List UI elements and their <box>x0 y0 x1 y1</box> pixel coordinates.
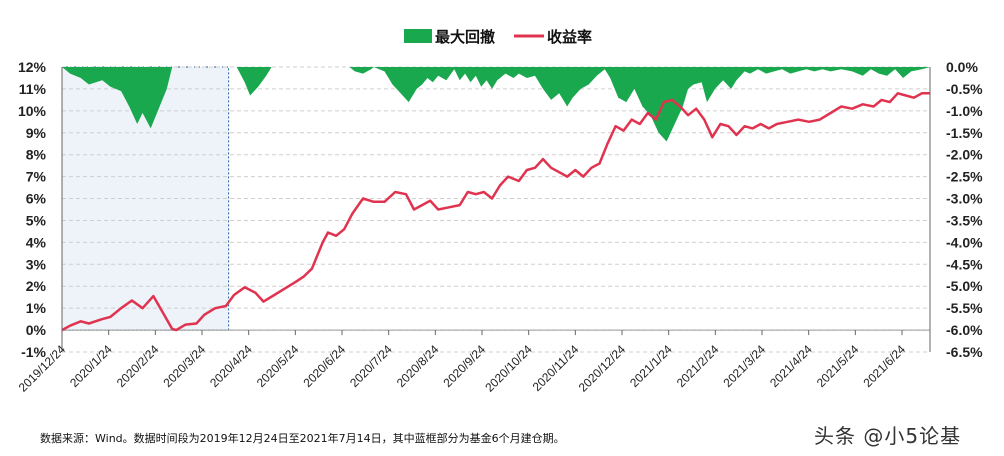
x-tick-label: 2021/6/24 <box>860 342 908 390</box>
x-tick-label: 2021/5/24 <box>814 342 862 390</box>
y-left-tick-label: 1% <box>26 300 47 316</box>
legend: 最大回撤 收益率 <box>404 28 592 46</box>
y-left-tick-label: 9% <box>26 125 47 141</box>
x-tick-label: 2020/11/24 <box>530 342 582 394</box>
legend-swatch-drawdown <box>404 29 432 43</box>
legend-label-return: 收益率 <box>547 28 592 46</box>
drawdown-area-layer <box>62 67 930 142</box>
x-tick-label: 2021/4/24 <box>767 342 815 390</box>
y-right-tick-label: -3.5% <box>946 212 983 228</box>
y-right-tick-label: -3.0% <box>946 191 983 207</box>
x-tick-label: 2020/12/24 <box>576 342 629 395</box>
x-tick-label: 2021/1/24 <box>627 342 675 390</box>
x-tick-label: 2020/6/24 <box>300 342 348 390</box>
footnote: 数据来源：Wind。数据时间段为2019年12月24日至2021年7月14日，其… <box>40 432 565 445</box>
return-line-layer <box>61 92 930 332</box>
x-tick-label: 2020/8/24 <box>394 342 442 390</box>
y-right-tick-label: -4.0% <box>946 234 983 250</box>
x-tick-label: 2020/5/24 <box>254 342 302 390</box>
y-right-tick-label: -0.5% <box>946 81 983 97</box>
legend-label-drawdown: 最大回撤 <box>435 28 495 46</box>
y-right-tick-label: -6.0% <box>946 322 983 338</box>
y-left-tick-label: 6% <box>26 191 47 207</box>
drawdown-area <box>62 67 930 142</box>
y-left-tick-label: 0% <box>26 322 47 338</box>
x-tick-label: 2020/2/24 <box>114 342 162 390</box>
x-tick-label: 2020/10/24 <box>482 342 535 395</box>
x-tick-label: 2021/2/24 <box>674 342 722 390</box>
x-tick-label: 2020/9/24 <box>440 342 488 390</box>
watermark: 头条 @小5论基 <box>814 424 962 448</box>
y-left-tick-label: 4% <box>26 234 47 250</box>
y-right-tick-label: -1.0% <box>946 103 983 119</box>
x-tick-label: 2021/3/24 <box>720 342 768 390</box>
y-right-tick-label: -2.0% <box>946 147 983 163</box>
y-right-tick-label: -4.5% <box>946 256 983 272</box>
y-left-tick-label: 11% <box>19 81 47 97</box>
y-left-tick-label: 3% <box>26 256 47 272</box>
y-left-tick-label: 2% <box>26 278 47 294</box>
y-left-tick-label: 8% <box>26 147 47 163</box>
y-left-tick-label: 5% <box>26 212 47 228</box>
x-tick-label: 2020/4/24 <box>207 342 255 390</box>
y-left-tick-label: -1% <box>21 344 46 360</box>
x-tick-label: 2020/7/24 <box>347 342 395 390</box>
y-right-tick-label: -2.5% <box>946 169 983 185</box>
y-left-tick-label: 12% <box>18 59 47 75</box>
return-line <box>61 92 930 332</box>
y-right-tick-label: -6.5% <box>946 344 983 360</box>
y-right-tick-label: -5.5% <box>946 300 983 316</box>
y-left-tick-label: 10% <box>18 103 47 119</box>
y-left-tick-label: 7% <box>26 169 47 185</box>
x-tick-label: 2020/1/24 <box>67 342 115 390</box>
y-right-tick-label: -1.5% <box>946 125 983 141</box>
y-right-tick-label: 0.0% <box>946 59 978 75</box>
y-right-tick-label: -5.0% <box>946 278 983 294</box>
x-tick-label: 2020/3/24 <box>160 342 208 390</box>
